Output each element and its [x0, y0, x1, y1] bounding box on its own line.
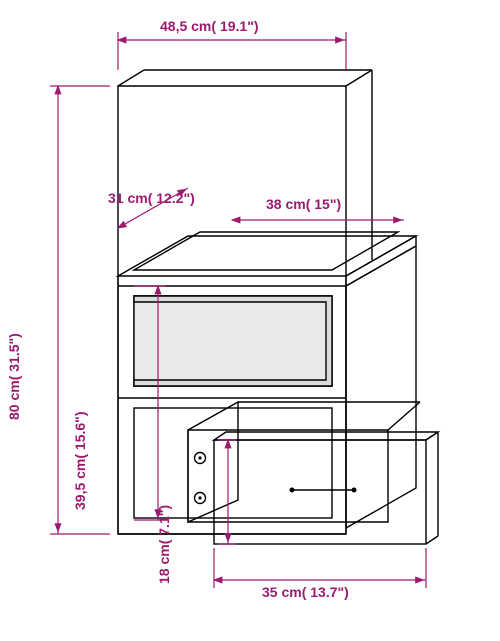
dim-overall-height: 80 cm( 31.5")	[6, 333, 22, 420]
furniture-diagram	[0, 0, 500, 641]
dim-drawer-height: 18 cm( 7.1")	[156, 505, 172, 584]
dim-depth: 31 cm( 12.2")	[108, 190, 195, 206]
furniture-outline	[118, 70, 438, 544]
dim-overall-width: 48,5 cm( 19.1")	[160, 18, 259, 34]
dim-top-width: 38 cm( 15")	[266, 196, 341, 212]
dim-drawer-width: 35 cm( 13.7")	[262, 584, 349, 600]
dim-cabinet-height: 39,5 cm( 15.6")	[72, 412, 88, 511]
